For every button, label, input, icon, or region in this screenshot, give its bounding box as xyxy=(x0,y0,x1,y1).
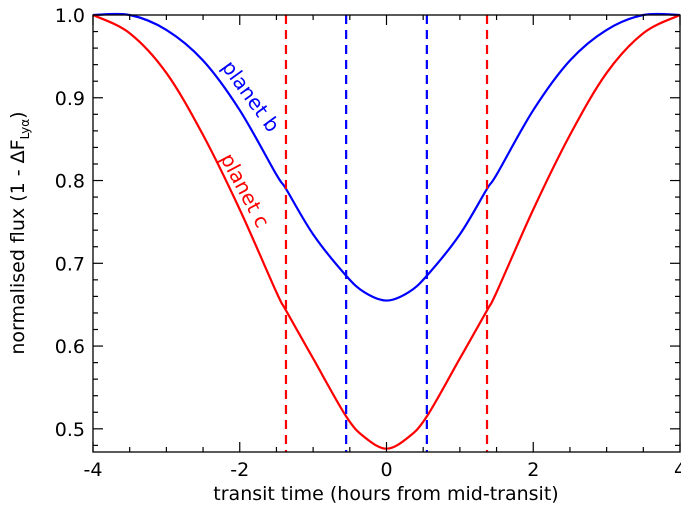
y-axis-label-close: ) xyxy=(7,111,29,118)
y-tick-label: 0.8 xyxy=(55,171,85,193)
series-line-planet-c xyxy=(92,14,681,450)
x-tick-label: 4 xyxy=(674,459,681,481)
plot-frame xyxy=(92,14,681,453)
x-axis-label: transit time (hours from mid-transit) xyxy=(213,483,558,505)
x-tick-label: 2 xyxy=(527,459,539,481)
x-tick-label: -2 xyxy=(230,459,249,481)
tick-layer: -4 -2 0 2 4 0.5 0.6 0.7 0.8 0.9 1.0 xyxy=(55,5,681,481)
y-tick-label: 0.6 xyxy=(55,336,85,358)
y-tick-label: 0.9 xyxy=(55,88,85,110)
annotation-planet-b: planet b xyxy=(217,56,285,137)
vline-layer xyxy=(284,15,489,452)
x-tick-label: -4 xyxy=(84,459,103,481)
y-tick-label: 0.5 xyxy=(55,419,85,441)
series-layer xyxy=(92,12,681,450)
y-tick-label: 0.7 xyxy=(55,253,85,275)
y-axis-label-sub: Lyα xyxy=(18,119,32,140)
y-tick-label: 1.0 xyxy=(55,5,85,27)
series-line-planet-b xyxy=(92,12,681,302)
x-tick-label: 0 xyxy=(380,459,392,481)
y-axis-label: normalised flux (1 - ΔFLyα) xyxy=(7,111,32,354)
y-axis-label-main: normalised flux (1 - ΔF xyxy=(7,139,29,354)
